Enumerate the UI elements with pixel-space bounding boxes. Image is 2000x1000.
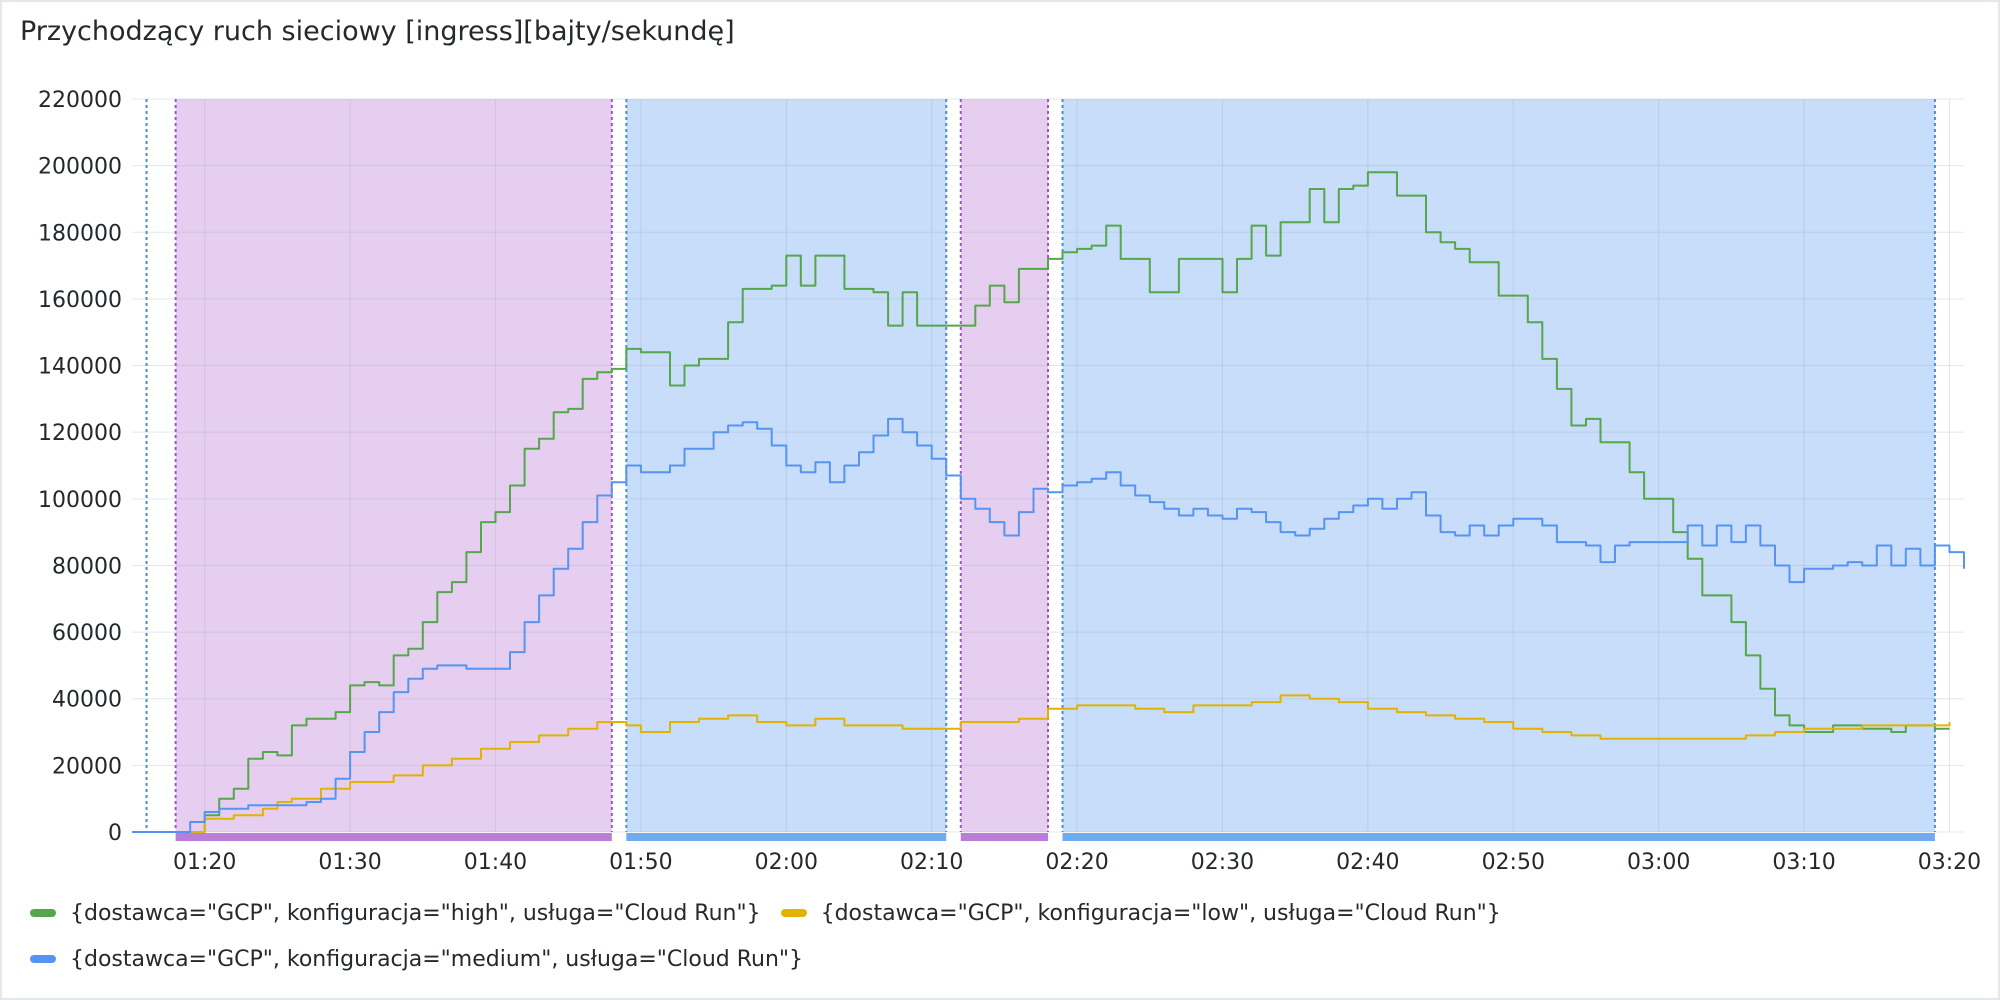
panel-title: Przychodzący ruch sieciowy [ingress][baj… <box>20 16 735 47</box>
legend-label-medium: {dostawca="GCP", konfiguracja="medium", … <box>70 946 804 972</box>
y-tick-label: 200000 <box>38 155 122 180</box>
legend: {dostawca="GCP", konfiguracja="high", us… <box>30 890 1970 982</box>
x-tick-label: 03:10 <box>1772 850 1835 875</box>
y-tick-label: 140000 <box>38 355 122 380</box>
legend-item-low[interactable]: {dostawca="GCP", konfiguracja="low", usł… <box>780 900 1501 926</box>
x-tick-label: 03:00 <box>1627 850 1690 875</box>
y-tick-label: 180000 <box>38 221 122 246</box>
x-tick-label: 01:40 <box>464 850 527 875</box>
y-tick-label: 100000 <box>38 488 122 513</box>
legend-label-high: {dostawca="GCP", konfiguracja="high", us… <box>70 900 761 926</box>
y-tick-label: 160000 <box>38 288 122 313</box>
x-tick-label: 02:00 <box>755 850 818 875</box>
legend-swatch-low <box>780 909 807 917</box>
series-line-medium <box>132 417 1965 833</box>
y-tick-label: 220000 <box>38 88 122 113</box>
x-tick-label: 03:20 <box>1918 850 1981 875</box>
region-1-bar <box>626 833 947 841</box>
region-3 <box>1062 99 1935 832</box>
x-tick-label: 02:10 <box>900 850 963 875</box>
y-tick-label: 0 <box>108 821 122 846</box>
x-tick-label: 01:20 <box>173 850 236 875</box>
region-2-bar <box>960 833 1048 841</box>
series-line-high <box>132 171 1950 833</box>
y-tick-label: 60000 <box>52 621 122 646</box>
y-tick-label: 40000 <box>52 688 122 713</box>
x-tick-label: 01:50 <box>609 850 672 875</box>
y-tick-label: 20000 <box>52 754 122 779</box>
region-3-bar <box>1062 833 1935 841</box>
legend-label-low: {dostawca="GCP", konfiguracja="low", usł… <box>820 900 1501 926</box>
region-2 <box>960 99 1048 832</box>
y-tick-label: 120000 <box>38 421 122 446</box>
x-tick-label: 02:50 <box>1482 850 1545 875</box>
region-0 <box>175 99 612 832</box>
x-tick-label: 02:40 <box>1336 850 1399 875</box>
y-tick-label: 80000 <box>52 554 122 579</box>
x-tick-label: 02:30 <box>1191 850 1254 875</box>
line-chart: 0 20000 40000 60000 80000 100000 120000 140000 1… <box>38 88 1981 875</box>
x-tick-label: 01:30 <box>318 850 381 875</box>
legend-row-1: {dostawca="GCP", konfiguracja="high", us… <box>30 890 1970 936</box>
legend-item-medium[interactable]: {dostawca="GCP", konfiguracja="medium", … <box>30 947 803 972</box>
legend-swatch-medium <box>30 955 56 963</box>
legend-row-2: {dostawca="GCP", konfiguracja="medium", … <box>30 936 1970 982</box>
series-line-low <box>132 694 1951 833</box>
x-tick-label: 02:20 <box>1045 850 1108 875</box>
region-0-bar <box>175 833 612 841</box>
legend-item-high[interactable]: {dostawca="GCP", konfiguracja="high", us… <box>30 901 761 926</box>
legend-swatch-high <box>30 909 56 917</box>
